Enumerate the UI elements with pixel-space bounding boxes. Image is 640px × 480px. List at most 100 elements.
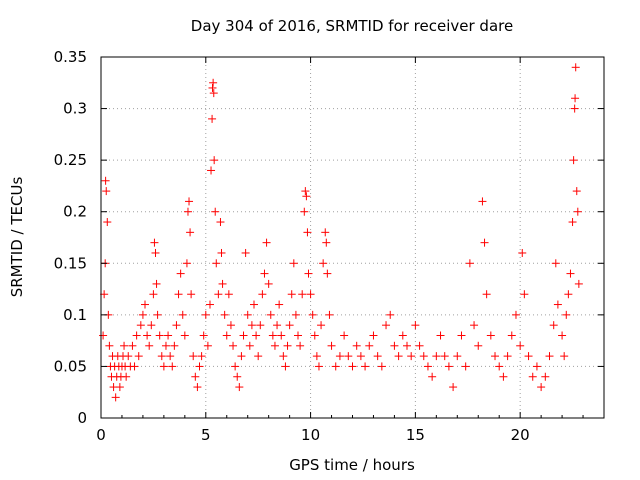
chart-title: Day 304 of 2016, SRMTID for receiver dar… bbox=[191, 17, 513, 35]
data-point bbox=[440, 352, 449, 361]
data-point bbox=[287, 290, 296, 299]
data-point bbox=[558, 331, 567, 340]
data-point bbox=[361, 362, 370, 371]
data-point bbox=[322, 238, 331, 247]
data-point bbox=[170, 341, 179, 350]
data-point bbox=[212, 259, 221, 268]
data-point bbox=[143, 331, 152, 340]
data-point bbox=[394, 352, 403, 361]
data-point bbox=[537, 383, 546, 392]
data-point bbox=[520, 290, 529, 299]
data-point bbox=[428, 372, 437, 381]
data-point bbox=[201, 310, 210, 319]
y-tick-label: 0.2 bbox=[63, 203, 87, 221]
x-tick-label: 5 bbox=[201, 426, 211, 444]
data-point bbox=[237, 352, 246, 361]
y-tick-label: 0.35 bbox=[54, 48, 87, 66]
data-point bbox=[193, 383, 202, 392]
data-point bbox=[176, 269, 185, 278]
data-point bbox=[323, 269, 332, 278]
data-point bbox=[303, 228, 312, 237]
data-point bbox=[166, 352, 175, 361]
data-point bbox=[573, 207, 582, 216]
data-point bbox=[275, 300, 284, 309]
data-point bbox=[185, 197, 194, 206]
data-point bbox=[226, 321, 235, 330]
data-point bbox=[124, 352, 133, 361]
grid-lines bbox=[101, 57, 604, 418]
data-point bbox=[291, 310, 300, 319]
data-point bbox=[199, 331, 208, 340]
data-point bbox=[482, 290, 491, 299]
data-point bbox=[398, 331, 407, 340]
data-point bbox=[298, 290, 307, 299]
data-point bbox=[511, 310, 520, 319]
data-point bbox=[132, 331, 141, 340]
data-point bbox=[411, 321, 420, 330]
data-point bbox=[571, 94, 580, 103]
data-point bbox=[541, 372, 550, 381]
data-point bbox=[243, 310, 252, 319]
y-tick-label: 0.15 bbox=[54, 254, 87, 272]
data-point bbox=[436, 331, 445, 340]
data-point bbox=[524, 352, 533, 361]
data-point bbox=[373, 352, 382, 361]
data-point bbox=[174, 290, 183, 299]
data-point bbox=[138, 310, 147, 319]
data-point bbox=[164, 331, 173, 340]
data-point bbox=[369, 331, 378, 340]
data-point bbox=[356, 352, 365, 361]
data-point bbox=[168, 362, 177, 371]
data-point bbox=[461, 362, 470, 371]
data-point bbox=[444, 362, 453, 371]
x-axis-label: GPS time / hours bbox=[289, 456, 415, 474]
data-point bbox=[209, 89, 218, 98]
data-point bbox=[134, 352, 143, 361]
data-point bbox=[149, 290, 158, 299]
data-point bbox=[120, 341, 129, 350]
data-point bbox=[178, 310, 187, 319]
data-point bbox=[317, 321, 326, 330]
data-point bbox=[528, 372, 537, 381]
data-point bbox=[340, 331, 349, 340]
data-point bbox=[147, 321, 156, 330]
data-point bbox=[214, 290, 223, 299]
data-point bbox=[486, 331, 495, 340]
data-point bbox=[270, 341, 279, 350]
data-point bbox=[197, 352, 206, 361]
data-point bbox=[302, 192, 311, 201]
x-tick-label: 10 bbox=[301, 426, 320, 444]
data-point bbox=[128, 341, 137, 350]
data-point bbox=[574, 279, 583, 288]
y-axis-label: SRMTID / TECUs bbox=[8, 177, 26, 298]
data-point bbox=[258, 290, 267, 299]
data-point bbox=[264, 279, 273, 288]
data-point bbox=[151, 248, 160, 257]
data-point bbox=[233, 372, 242, 381]
data-point bbox=[564, 290, 573, 299]
data-point bbox=[136, 321, 145, 330]
data-point bbox=[183, 207, 192, 216]
data-point bbox=[273, 321, 282, 330]
data-point bbox=[289, 259, 298, 268]
data-point bbox=[141, 300, 150, 309]
data-point bbox=[217, 248, 226, 257]
data-point bbox=[478, 197, 487, 206]
data-point bbox=[325, 310, 334, 319]
data-point bbox=[256, 321, 265, 330]
data-point bbox=[432, 352, 441, 361]
data-point bbox=[415, 341, 424, 350]
data-point bbox=[209, 78, 218, 87]
data-point bbox=[252, 331, 261, 340]
data-point bbox=[249, 300, 258, 309]
data-point bbox=[229, 341, 238, 350]
data-point bbox=[572, 187, 581, 196]
data-point bbox=[407, 352, 416, 361]
data-point bbox=[207, 166, 216, 175]
data-point bbox=[216, 218, 225, 227]
data-point bbox=[268, 331, 277, 340]
data-point bbox=[235, 383, 244, 392]
data-point bbox=[327, 341, 336, 350]
data-point bbox=[377, 362, 386, 371]
data-point bbox=[503, 352, 512, 361]
